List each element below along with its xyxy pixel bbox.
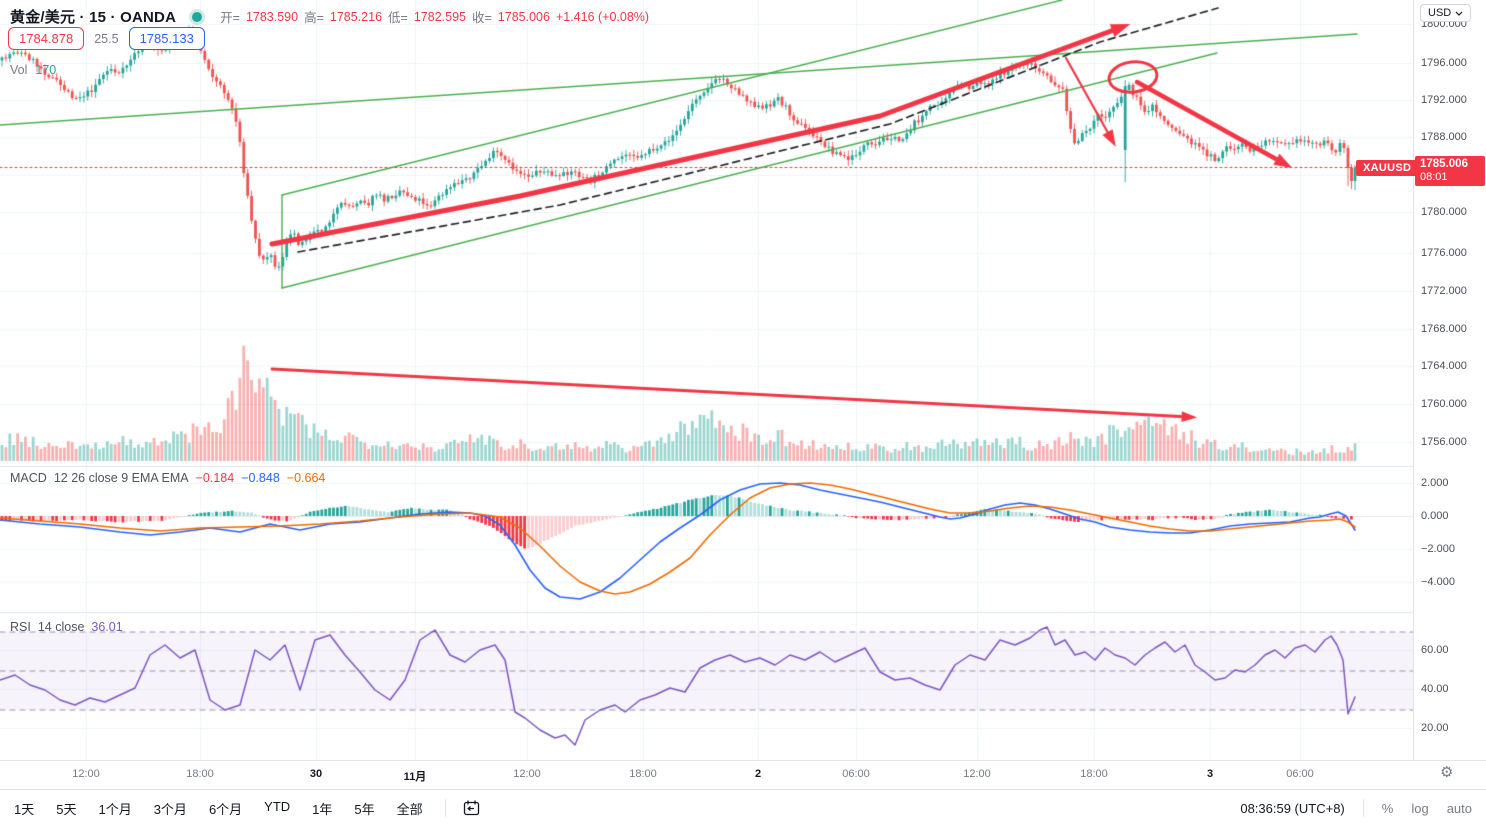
last-price-label: 1785.006 08:01 [1415, 156, 1485, 186]
last-price-time: 08:01 [1420, 171, 1448, 183]
time-axis-tick: 3 [1206, 768, 1214, 780]
toolbar-divider [444, 799, 446, 817]
time-axis-tick: 18:00 [186, 768, 214, 780]
range-button-1天[interactable]: 1天 [14, 801, 35, 817]
last-price-value: 1785.006 [1420, 158, 1468, 170]
range-button-1个月[interactable]: 1个月 [98, 801, 132, 817]
rsi-label-row[interactable]: RSI 14 close 36.01 [10, 620, 123, 634]
volume-readout: Vol 170 [10, 63, 56, 77]
time-axis-tick: 18:00 [1080, 768, 1108, 780]
log-scale-button[interactable]: log [1411, 800, 1429, 816]
macd-name: MACD [10, 471, 47, 485]
time-axis-tick: 11月 [403, 771, 427, 783]
change-value: +1.416 (+0.08%) [555, 9, 650, 24]
price-axis-tick: 1796.000 [1421, 57, 1467, 69]
ask-price-box[interactable]: 1785.133 [128, 27, 205, 50]
low-value: 1782.595 [413, 9, 466, 24]
time-axis-tick: 2 [754, 768, 762, 780]
price-axis-tick: 1756.000 [1421, 436, 1467, 448]
macd-line-value: −0.848 [241, 471, 280, 485]
symbol-title[interactable]: 黄金/美元 · 15 · OANDA [10, 9, 177, 26]
market-status-icon [192, 11, 203, 22]
price-axis-tick: 20.00 [1421, 722, 1449, 734]
time-axis-tick: 18:00 [629, 768, 657, 780]
time-axis-tick: 12:00 [963, 768, 991, 780]
time-axis-tick: 12:00 [513, 768, 541, 780]
price-axis-tick: 1788.000 [1421, 131, 1467, 143]
open-label: 开= [220, 11, 240, 25]
price-axis-tick: 1772.000 [1421, 285, 1467, 297]
low-label: 低= [388, 11, 408, 25]
chevron-down-icon [1455, 11, 1463, 16]
range-button-5年[interactable]: 5年 [354, 801, 375, 817]
price-axis[interactable]: USD 1785.006 08:01 1800.000 1796.000 1792.… [1413, 0, 1486, 760]
rsi-params: 14 close [37, 620, 85, 634]
spread-value: 25.5 [94, 31, 119, 46]
range-button-全部[interactable]: 全部 [396, 801, 423, 817]
volume-label: Vol [10, 63, 28, 77]
price-axis-tick: 1764.000 [1421, 360, 1467, 372]
volume-value: 170 [35, 63, 57, 77]
price-axis-tick: 1776.000 [1421, 247, 1467, 259]
macd-label-row[interactable]: MACD 12 26 close 9 EMA EMA −0.184 −0.848… [10, 471, 325, 485]
price-axis-tick: 1760.000 [1421, 398, 1467, 410]
chart-header: 黄金/美元 · 15 · OANDA 开= 1783.590 高= 1785.216… [10, 6, 649, 27]
high-value: 1785.216 [329, 9, 383, 24]
close-label: 收= [471, 11, 492, 25]
open-value: 1783.590 [245, 9, 299, 24]
time-axis-tick: 12:00 [72, 768, 100, 780]
range-button-6个月[interactable]: 6个月 [208, 801, 243, 817]
goto-date-button[interactable] [462, 799, 481, 818]
range-button-3个月[interactable]: 3个月 [153, 801, 187, 817]
gear-icon[interactable]: ⚙ [1440, 764, 1454, 781]
calendar-icon [463, 800, 479, 815]
close-value: 1785.006 [497, 9, 550, 24]
price-axis-tick: 40.00 [1421, 683, 1449, 695]
time-axis-tick: 06:00 [842, 768, 870, 780]
price-axis-tick: −4.000 [1421, 576, 1455, 588]
price-axis-tick: 1792.000 [1421, 94, 1467, 106]
rsi-value: 36.01 [91, 620, 123, 634]
macd-hist-value: −0.184 [195, 471, 235, 485]
clock-utc[interactable]: 08:36:59 (UTC+8) [1240, 800, 1345, 816]
time-axis-tick: 30 [309, 768, 323, 780]
price-alert-row: 1784.878 25.5 1785.133 [8, 27, 205, 50]
time-axis[interactable]: 12:00 18:00 30 11月 12:00 18:00 2 06:00 12:00 18:0… [0, 760, 1486, 789]
percent-scale-button[interactable]: % [1381, 800, 1394, 816]
high-label: 高= [304, 11, 324, 25]
toolbar-divider-2 [1362, 799, 1364, 817]
macd-params: 12 26 close 9 EMA EMA [53, 471, 189, 485]
price-axis-tick: 60.00 [1421, 644, 1449, 656]
price-axis-tick: 2.000 [1421, 477, 1449, 489]
price-axis-tick: 0.000 [1421, 510, 1449, 522]
range-button-YTD[interactable]: YTD [264, 798, 291, 814]
time-axis-tick: 06:00 [1286, 768, 1314, 780]
price-axis-tick: 1768.000 [1421, 323, 1467, 335]
range-button-5天[interactable]: 5天 [56, 801, 77, 817]
price-axis-tick: −2.000 [1421, 543, 1455, 555]
auto-scale-button[interactable]: auto [1446, 800, 1472, 816]
price-axis-tick: 1780.000 [1421, 206, 1467, 218]
toolbar-right: 08:36:59 (UTC+8) % log auto [1240, 799, 1472, 817]
currency-selector[interactable]: USD [1420, 4, 1472, 22]
ohlc-readout: 开= 1783.590 高= 1785.216 低= 1782.595 收= 1785.… [220, 7, 649, 26]
bottom-toolbar: 1天 5天 1个月 3个月 6个月 YTD 1年 5年 全部 08:36:59 (UTC+8) … [0, 789, 1486, 826]
symbol-price-tag: XAUUSD [1356, 160, 1419, 176]
chart-canvas[interactable] [0, 0, 1413, 760]
range-button-1年[interactable]: 1年 [312, 801, 333, 817]
currency-label: USD [1428, 7, 1452, 19]
rsi-name: RSI [10, 620, 31, 634]
bid-price-box[interactable]: 1784.878 [8, 27, 85, 50]
macd-signal-value: −0.664 [286, 471, 326, 485]
range-buttons: 1天 5天 1个月 3个月 6个月 YTD 1年 5年 全部 [14, 799, 445, 818]
